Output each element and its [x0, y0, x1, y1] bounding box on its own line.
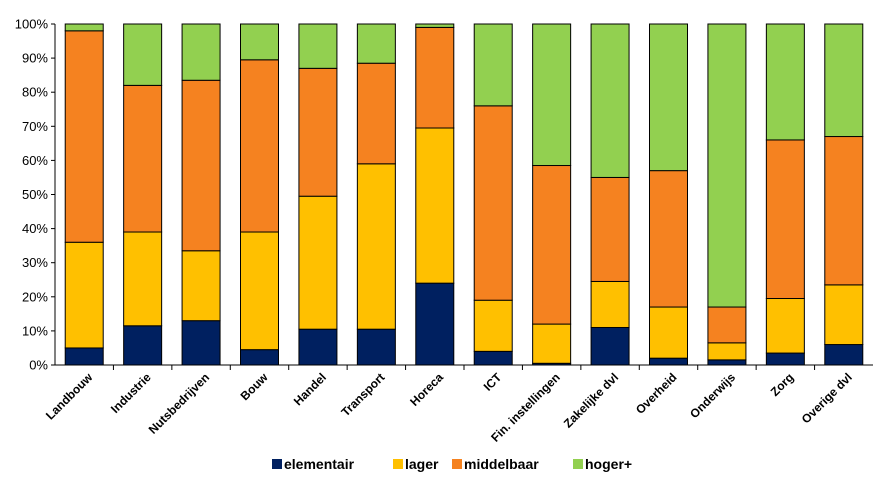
- y-tick-label: 90%: [22, 51, 48, 66]
- bar-segment-hoger: [298, 23, 338, 69]
- bar-segment-lager: [765, 298, 805, 354]
- x-category-label: Zorg: [768, 370, 797, 399]
- bar-segment-lager: [356, 163, 396, 330]
- bar-segment-lager: [473, 299, 513, 352]
- bar-segment-middelbaar: [824, 136, 864, 286]
- bar-segment-elementair: [765, 352, 805, 366]
- bar-segment-middelbaar: [298, 67, 338, 197]
- bar-segment-middelbaar: [765, 139, 805, 300]
- x-category-label: Overheid: [633, 370, 680, 417]
- bar-segment-middelbaar: [415, 26, 455, 129]
- bar-segment-lager: [415, 127, 455, 284]
- bar-segment-elementair: [240, 349, 279, 366]
- bar-segment-middelbaar: [356, 62, 396, 165]
- y-tick-label: 0%: [29, 358, 48, 373]
- bar-segment-lager: [64, 241, 104, 349]
- bar-segment-elementair: [123, 325, 163, 366]
- bar-segment-elementair: [356, 328, 396, 366]
- y-tick-label: 10%: [22, 323, 48, 338]
- bar-segment-elementair: [473, 350, 513, 366]
- x-category-label: Nutsbedrijven: [146, 370, 212, 436]
- legend-label: elementair: [284, 456, 355, 472]
- bar-segment-lager: [181, 250, 221, 322]
- legend-swatch: [272, 459, 282, 469]
- bar-segment-lager: [707, 342, 747, 361]
- plot-area: [54, 24, 873, 370]
- bar-segment-hoger: [181, 23, 221, 81]
- bar-segment-hoger: [240, 23, 279, 61]
- bar-segment-elementair: [415, 282, 455, 366]
- bar-segment-hoger: [415, 23, 455, 28]
- y-tick-label: 70%: [22, 119, 48, 134]
- bar-segment-hoger: [532, 23, 572, 167]
- bar-segment-lager: [590, 280, 630, 328]
- bar-segment-lager: [298, 195, 338, 330]
- bar-segment-elementair: [649, 357, 688, 366]
- legend-swatch: [452, 459, 462, 469]
- bar-segment-lager: [123, 231, 163, 327]
- bar-segment-hoger: [123, 23, 163, 86]
- bar-segment-middelbaar: [707, 306, 747, 344]
- y-axis-ticks: 0% 10% 20% 30% 40% 50% 60% 70% 80% 90% 100%: [15, 17, 55, 373]
- legend-label: hoger+: [585, 456, 632, 472]
- legend-swatch: [393, 459, 403, 469]
- bar-segment-hoger: [590, 23, 630, 178]
- y-tick-label: 40%: [22, 221, 48, 236]
- bar-segment-middelbaar: [532, 165, 572, 325]
- bar-segment-lager: [240, 231, 279, 351]
- bar-segment-hoger: [356, 23, 396, 64]
- legend-label: lager: [405, 456, 439, 472]
- x-category-label: Zakelijke dvl: [561, 370, 621, 430]
- x-category-label: Horeca: [407, 370, 446, 409]
- x-category-label: Industrie: [108, 370, 154, 416]
- bar-segment-hoger: [64, 23, 104, 32]
- x-category-label: ICT: [481, 370, 505, 394]
- bars-group: [64, 23, 864, 366]
- bar-segment-elementair: [181, 320, 221, 366]
- legend-swatch: [573, 459, 583, 469]
- legend-label: middelbaar: [464, 456, 539, 472]
- bar-segment-middelbaar: [64, 30, 104, 243]
- y-tick-label: 100%: [15, 17, 49, 32]
- bar-segment-middelbaar: [123, 84, 163, 233]
- x-category-label: Overige dvl: [799, 370, 855, 426]
- y-tick-label: 60%: [22, 153, 48, 168]
- x-category-label: Transport: [338, 370, 387, 419]
- x-category-label: Onderwijs: [687, 370, 738, 421]
- bar-segment-hoger: [707, 23, 747, 308]
- bar-segment-elementair: [707, 359, 747, 366]
- x-category-label: Bouw: [238, 370, 271, 403]
- bar-segment-hoger: [765, 23, 805, 141]
- y-tick-label: 80%: [22, 85, 48, 100]
- bar-segment-elementair: [64, 347, 104, 366]
- bar-segment-elementair: [590, 326, 630, 366]
- bar-segment-middelbaar: [590, 176, 630, 282]
- bar-segment-elementair: [824, 344, 864, 366]
- bar-segment-lager: [532, 323, 572, 364]
- bar-segment-hoger: [473, 23, 513, 107]
- bar-segment-lager: [824, 284, 864, 346]
- bar-segment-middelbaar: [473, 105, 513, 301]
- legend: elementair lager middelbaar hoger+: [272, 456, 632, 472]
- bar-segment-hoger: [824, 23, 864, 138]
- bar-segment-middelbaar: [240, 59, 279, 233]
- y-tick-label: 50%: [22, 187, 48, 202]
- bar-segment-middelbaar: [181, 79, 221, 252]
- x-category-label: Landbouw: [43, 370, 96, 423]
- bar-segment-elementair: [298, 328, 338, 366]
- bar-segment-lager: [649, 306, 688, 359]
- x-category-label: Handel: [291, 370, 329, 408]
- bar-segment-hoger: [649, 23, 688, 172]
- y-tick-label: 30%: [22, 255, 48, 270]
- bar-segment-middelbaar: [649, 170, 688, 308]
- y-tick-label: 20%: [22, 289, 48, 304]
